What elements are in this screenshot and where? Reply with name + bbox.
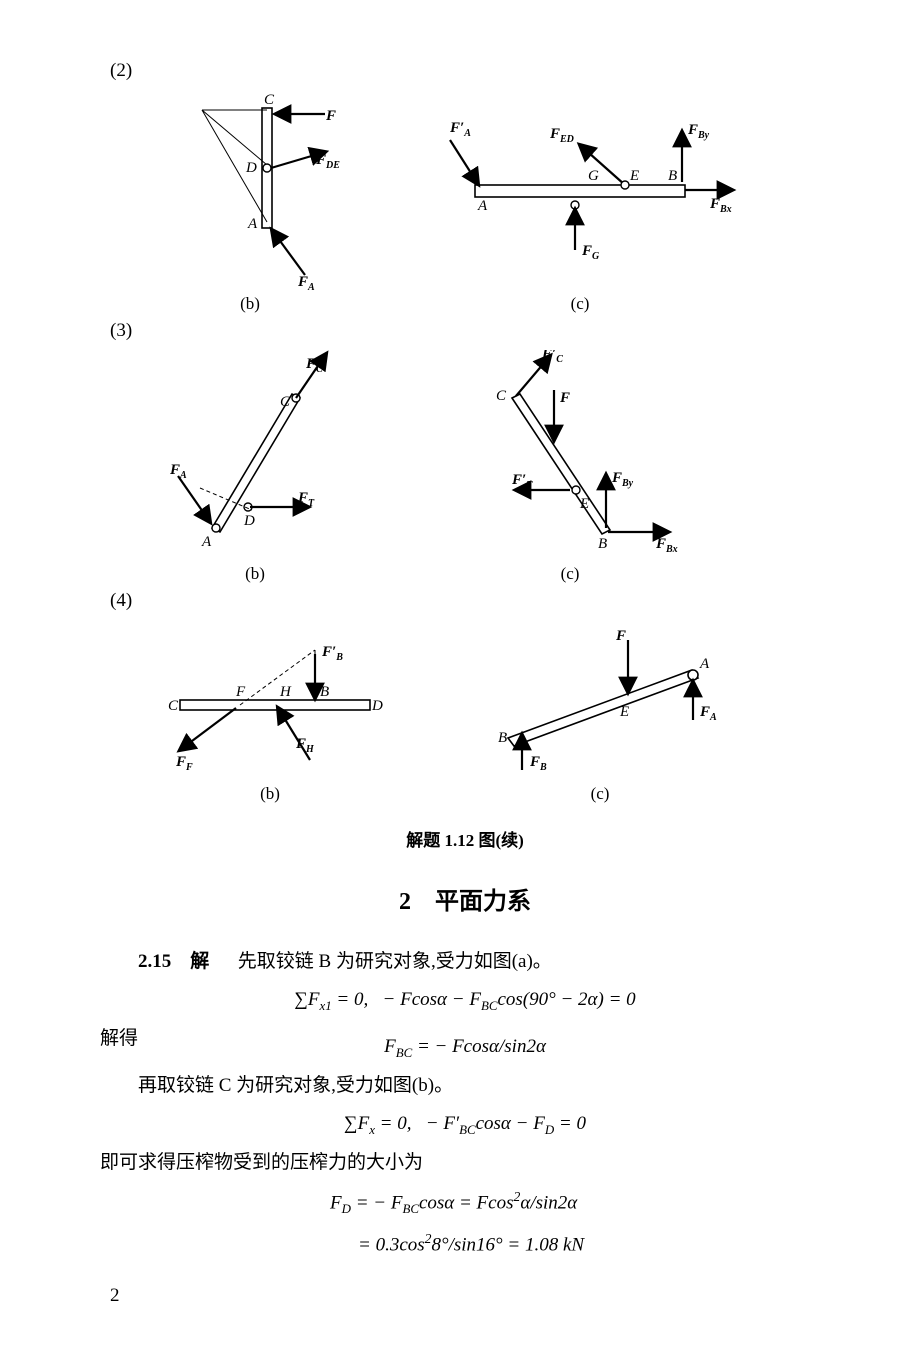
label-FA4c: FA: [699, 704, 717, 723]
sol-text-2-left: 解得: [100, 1028, 138, 1049]
diagram-2b: C D A F FDE FA: [140, 90, 360, 290]
label-A: A: [247, 216, 258, 232]
label-D4b: D: [371, 698, 383, 714]
solution-body: 2.15 解 先取铰链 B 为研究对象,受力如图(a)。 ∑Fx1 = 0, −…: [100, 946, 830, 1261]
eq1: ∑Fx1 = 0, − Fcosα − FBCcos(90° − 2α) = 0: [100, 984, 830, 1017]
eq4a: FD = − FBCcosα = Fcos2α/sin2α: [100, 1185, 830, 1220]
panel-4c: A B E F FA FB (c): [460, 620, 740, 804]
label-A2c: A: [477, 198, 488, 214]
label-C3b: C: [280, 394, 291, 410]
eq4b: = 0.3cos28°/sin16° = 1.08 kN: [100, 1227, 830, 1262]
panel-4b: C D F H B F′B FH FF (b): [140, 620, 400, 804]
caption-3c: (c): [430, 564, 710, 584]
caption-4b: (b): [140, 784, 400, 804]
label-FBx3c: FBx: [655, 536, 678, 555]
label-FA3b: FA: [169, 462, 187, 481]
label-B4c: B: [498, 730, 507, 746]
label-FBy: FBy: [687, 122, 710, 141]
diagram-4b: C D F H B F′B FH FF: [140, 620, 400, 780]
panel-2b: C D A F FDE FA (b): [140, 90, 360, 314]
solution-line1: 2.15 解 先取铰链 B 为研究对象,受力如图(a)。: [100, 946, 830, 978]
label-FDE: FDE: [315, 152, 340, 171]
label-FF: FF: [175, 754, 193, 773]
label-A4c: A: [699, 656, 710, 672]
diagram-3c: C E B F′C F F′T FBy FBx: [430, 350, 710, 560]
label-FpA: F′A: [449, 120, 471, 139]
label-E2c: E: [629, 168, 639, 184]
label-G2c: G: [588, 168, 599, 184]
panel-3b: A C D FC FA FT (b): [140, 350, 370, 584]
solution-line3: 再取铰链 C 为研究对象,受力如图(b)。: [100, 1070, 830, 1102]
label-FG: FG: [581, 243, 600, 262]
row-2: C D A F FDE FA (b): [140, 90, 830, 314]
label-FBx: FBx: [709, 196, 732, 215]
caption-3b: (b): [140, 564, 370, 584]
page: (2): [0, 0, 920, 1347]
section-4-num: (4): [100, 590, 830, 612]
diagram-3b: A C D FC FA FT: [140, 350, 370, 560]
chapter-title: 2 平面力系: [100, 881, 830, 916]
label-E4c: E: [619, 704, 629, 720]
label-A3b: A: [201, 534, 212, 550]
label-FpT: F′T: [511, 472, 533, 491]
panel-2c: A G E B F′A FED FBy FBx FG (c): [420, 90, 740, 314]
sol-text-1: 先取铰链 B 为研究对象,受力如图(a)。: [238, 951, 552, 972]
section-3-num: (3): [100, 320, 830, 342]
row-4: C D F H B F′B FH FF (b): [140, 620, 830, 804]
solution-lead: 2.15 解: [138, 951, 209, 972]
label-H4b: H: [279, 684, 292, 700]
diagram-4c: A B E F FA FB: [460, 620, 740, 780]
caption-2c: (c): [420, 294, 740, 314]
label-F4cF: F: [615, 628, 626, 644]
solution-line4: 即可求得压榨物受到的压榨力的大小为: [100, 1147, 830, 1179]
label-C4b: C: [168, 698, 179, 714]
eq3: ∑Fx = 0, − F′BCcosα − FD = 0: [100, 1108, 830, 1141]
label-B2c: B: [668, 168, 677, 184]
label-E3c: E: [579, 496, 589, 512]
label-D3b: D: [243, 513, 255, 529]
panel-3c: C E B F′C F F′T FBy FBx (c): [430, 350, 710, 584]
label-FED: FED: [549, 126, 574, 145]
page-number: 2: [100, 1285, 830, 1307]
label-F4b: F: [235, 684, 246, 700]
label-FA: FA: [297, 274, 315, 290]
label-FB4c: FB: [529, 754, 547, 773]
caption-4c: (c): [460, 784, 740, 804]
caption-2b: (b): [140, 294, 360, 314]
row-3: A C D FC FA FT (b): [140, 350, 830, 584]
figure-caption: 解题 1.12 图(续): [100, 826, 830, 851]
label-F3c: F: [559, 390, 570, 406]
label-FpB: F′B: [321, 644, 343, 663]
label-C: C: [264, 92, 275, 108]
eq2: FBC = − Fcosα/sin2α: [100, 1031, 830, 1064]
label-F: F: [325, 108, 336, 124]
label-B3c: B: [598, 536, 607, 552]
section-2-num: (2): [100, 60, 830, 82]
diagram-2c: A G E B F′A FED FBy FBx FG: [420, 90, 740, 290]
label-FBy3c: FBy: [611, 470, 634, 489]
label-D: D: [245, 160, 257, 176]
label-C3c: C: [496, 388, 507, 404]
label-B4b: B: [320, 684, 329, 700]
